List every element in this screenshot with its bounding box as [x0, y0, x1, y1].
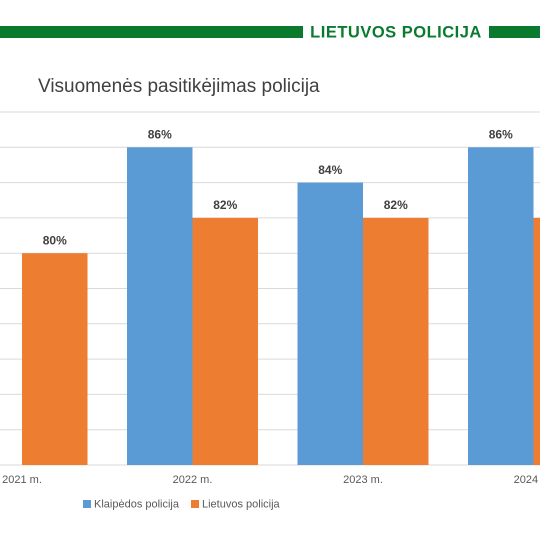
legend-swatch: [191, 500, 199, 508]
value-label: 82%: [384, 198, 408, 212]
value-label: 84%: [318, 163, 342, 177]
brand: LIETUVOS POLICIJA: [310, 23, 482, 41]
value-label: 86%: [489, 127, 513, 141]
legend-label: Klaipėdos policija: [94, 498, 180, 510]
bar: [297, 182, 363, 465]
value-label: 80%: [43, 233, 67, 247]
value-label: 82%: [213, 198, 237, 212]
bar: [127, 147, 193, 466]
value-label: 86%: [148, 127, 172, 141]
legend-swatch: [83, 500, 91, 508]
bar: [468, 147, 534, 466]
x-tick-label: 2021 m.: [2, 474, 42, 486]
chart-title: Visuomenės pasitikėjimas policija: [38, 76, 320, 97]
bar: [533, 217, 540, 465]
header-bar: [0, 26, 303, 38]
x-tick-label: 2022 m.: [173, 474, 213, 486]
bar: [363, 217, 429, 465]
legend-label: Lietuvos policija: [202, 498, 281, 510]
bar: [192, 217, 258, 465]
header-bar: [489, 26, 540, 38]
x-tick-label: 2024 m.: [514, 474, 540, 486]
bar: [22, 253, 88, 465]
x-tick-label: 2023 m.: [343, 474, 383, 486]
